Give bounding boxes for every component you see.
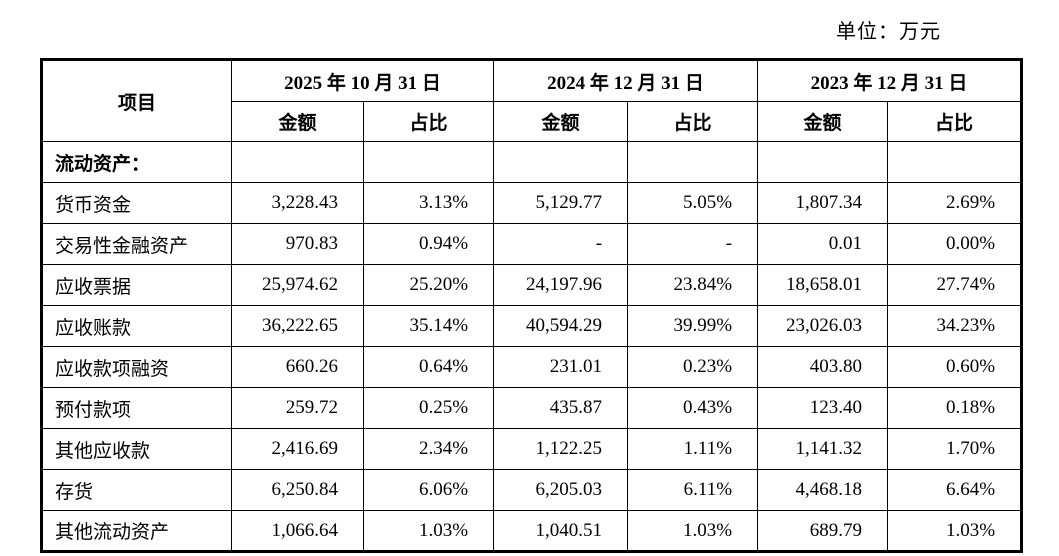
date-header-2: 2023 年 12 月 31 日 xyxy=(757,59,1023,102)
row-ratio-cell: 0.23% xyxy=(627,346,759,388)
table-row: 交易性金融资产 970.83 0.94% - -0.01 0.00% xyxy=(41,223,1023,265)
row-amount-cell: 1,807.34 xyxy=(757,182,889,224)
table-row: 预付款项 259.72 0.25% 435.87 0.43% 123.40 0.18% xyxy=(41,387,1023,429)
section-empty-cell xyxy=(887,141,1023,183)
row-amount-cell: 36,222.65 xyxy=(231,305,364,347)
row-amount-cell: 4,468.18 xyxy=(757,469,889,511)
row-ratio-cell: 1.03% xyxy=(362,510,495,552)
row-item-label: 应收票据 xyxy=(41,264,232,306)
row-ratio-cell: 5.05% xyxy=(627,182,759,224)
row-ratio-cell: 1.03% xyxy=(627,510,759,552)
row-amount-cell: 25,974.62 xyxy=(231,264,364,306)
header-row-dates: 项目 2025 年 10 月 31 日 2024 年 12 月 31 日 2023 … xyxy=(41,59,1023,142)
amount-header-1: 金额 xyxy=(493,101,629,142)
row-ratio-cell: 2.34% xyxy=(362,428,495,470)
section-row: 流动资产： xyxy=(41,141,1023,183)
row-item-label: 交易性金融资产 xyxy=(41,223,232,265)
row-ratio-cell: - xyxy=(627,223,759,265)
row-amount-cell: 689.79 xyxy=(757,510,889,552)
section-empty-cell xyxy=(362,141,495,183)
table-row: 其他流动资产 1,066.64 1.03% 1,040.51 1.03% 689.79 1.… xyxy=(41,510,1023,552)
row-amount-cell: 1,040.51 xyxy=(493,510,629,552)
row-ratio-cell: 0.60% xyxy=(887,346,1023,388)
section-label: 流动资产： xyxy=(41,141,232,183)
row-item-label: 应收账款 xyxy=(41,305,232,347)
row-ratio-cell: 1.03% xyxy=(887,510,1023,552)
table-row: 应收票据 25,974.62 25.20% 24,197.96 23.84% 18,658… xyxy=(41,264,1023,306)
row-amount-cell: 970.83 xyxy=(231,223,364,265)
table-row: 应收款项融资 660.26 0.64% 231.01 0.23% 403.80 0.60% xyxy=(41,346,1023,388)
row-item-label: 其他流动资产 xyxy=(41,510,232,552)
table-body: 流动资产： 货币资金 3,228.43 3.13% 5,129.77 5.05% 1,807… xyxy=(41,141,1023,552)
ratio-header-1: 占比 xyxy=(627,101,759,142)
row-ratio-cell: 6.64% xyxy=(887,469,1023,511)
row-ratio-cell: 0.64% xyxy=(362,346,495,388)
row-ratio-cell: 2.69% xyxy=(887,182,1023,224)
section-empty-cell xyxy=(627,141,759,183)
date-header-1: 2024 年 12 月 31 日 xyxy=(493,59,759,102)
row-ratio-cell: 27.74% xyxy=(887,264,1023,306)
ratio-header-2: 占比 xyxy=(887,101,1023,142)
current-assets-table: 项目 2025 年 10 月 31 日 2024 年 12 月 31 日 2023 … xyxy=(40,58,1024,553)
header-row-sublabels: 金额 占比 金额 占比 金额 占比 xyxy=(42,101,1023,142)
amount-header-2: 金额 xyxy=(757,101,889,142)
row-ratio-cell: 6.11% xyxy=(627,469,759,511)
row-amount-cell: 24,197.96 xyxy=(493,264,629,306)
row-amount-cell: 231.01 xyxy=(493,346,629,388)
row-amount-cell: 23,026.03 xyxy=(757,305,889,347)
row-amount-cell: 1,122.25 xyxy=(493,428,629,470)
table-header: 项目 2025 年 10 月 31 日 2024 年 12 月 31 日 2023 … xyxy=(41,59,1023,142)
row-ratio-cell: 1.70% xyxy=(887,428,1023,470)
row-ratio-cell: 0.43% xyxy=(627,387,759,429)
table-row: 存货 6,250.84 6.06% 6,205.03 6.11% 4,468.18 6.64… xyxy=(41,469,1023,511)
row-ratio-cell: 23.84% xyxy=(627,264,759,306)
date-header-0: 2025 年 10 月 31 日 xyxy=(230,59,495,102)
row-amount-cell: 40,594.29 xyxy=(493,305,629,347)
row-item-label: 存货 xyxy=(41,469,232,511)
row-ratio-cell: 0.00% xyxy=(887,223,1023,265)
row-item-label: 预付款项 xyxy=(41,387,232,429)
table-row: 货币资金 3,228.43 3.13% 5,129.77 5.05% 1,807.34 2.… xyxy=(41,182,1023,224)
row-amount-cell: 123.40 xyxy=(757,387,889,429)
row-ratio-cell: 6.06% xyxy=(362,469,495,511)
row-amount-cell: 1,141.32 xyxy=(757,428,889,470)
row-item-label: 货币资金 xyxy=(41,182,232,224)
row-ratio-cell: 34.23% xyxy=(887,305,1023,347)
row-ratio-cell: 0.94% xyxy=(362,223,495,265)
row-amount-cell: 6,205.03 xyxy=(493,469,629,511)
row-amount-cell: 5,129.77 xyxy=(493,182,629,224)
row-ratio-cell: 3.13% xyxy=(362,182,495,224)
row-ratio-cell: 35.14% xyxy=(362,305,495,347)
amount-header-0: 金额 xyxy=(231,101,364,142)
row-ratio-cell: 1.11% xyxy=(627,428,759,470)
row-amount-cell: 18,658.01 xyxy=(757,264,889,306)
unit-label: 单位：万元 xyxy=(836,21,941,43)
section-empty-cell xyxy=(231,141,364,183)
row-amount-cell: 6,250.84 xyxy=(231,469,364,511)
row-ratio-cell: 25.20% xyxy=(362,264,495,306)
row-amount-cell: 403.80 xyxy=(757,346,889,388)
row-item-label: 其他应收款 xyxy=(41,428,232,470)
ratio-header-0: 占比 xyxy=(362,101,495,142)
row-amount-cell: 435.87 xyxy=(493,387,629,429)
row-amount-cell: - xyxy=(493,223,629,265)
row-ratio-cell: 0.25% xyxy=(362,387,495,429)
section-empty-cell xyxy=(757,141,889,183)
row-amount-cell: 660.26 xyxy=(231,346,364,388)
row-item-label: 应收款项融资 xyxy=(41,346,232,388)
row-ratio-cell: 39.99% xyxy=(627,305,759,347)
row-amount-cell: 0.01 xyxy=(757,223,889,265)
section-empty-cell xyxy=(493,141,629,183)
table-row: 应收账款 36,222.65 35.14% 40,594.29 39.99% 23,026… xyxy=(41,305,1023,347)
item-column-header: 项目 xyxy=(41,59,232,142)
row-amount-cell: 2,416.69 xyxy=(231,428,364,470)
row-amount-cell: 3,228.43 xyxy=(231,182,364,224)
row-amount-cell: 1,066.64 xyxy=(231,510,364,552)
table-row: 其他应收款 2,416.69 2.34% 1,122.25 1.11% 1,141.32 1… xyxy=(41,428,1023,470)
row-ratio-cell: 0.18% xyxy=(887,387,1023,429)
row-amount-cell: 259.72 xyxy=(231,387,364,429)
